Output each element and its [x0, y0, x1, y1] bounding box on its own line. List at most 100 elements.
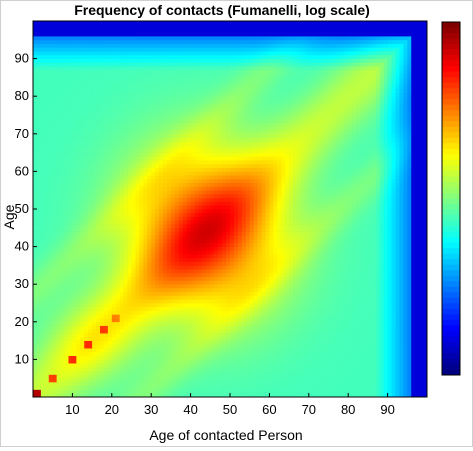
heatmap-cell	[159, 333, 164, 338]
heatmap-cell	[190, 269, 195, 274]
heatmap-cell	[332, 389, 337, 394]
heatmap-cell	[107, 381, 113, 387]
heatmap-cell	[163, 306, 168, 311]
heatmap-cell	[151, 272, 156, 278]
heatmap-cell	[186, 272, 191, 278]
heatmap-cell	[245, 216, 251, 221]
heatmap-cell	[190, 378, 195, 383]
heatmap-cell	[84, 220, 89, 225]
heatmap-cell	[226, 254, 231, 259]
heatmap-cell	[80, 250, 85, 255]
heatmap-cell	[159, 340, 164, 345]
heatmap-cell	[159, 310, 164, 315]
heatmap-cell	[186, 280, 191, 285]
heatmap-cell	[44, 340, 50, 345]
heatmap-cell	[127, 329, 132, 334]
heatmap-cell	[375, 363, 381, 368]
heatmap-cell	[163, 333, 168, 338]
heatmap-cell	[332, 254, 337, 259]
heatmap-cell	[143, 336, 148, 341]
heatmap-cell	[103, 385, 109, 390]
heatmap-cell	[194, 366, 199, 372]
heatmap-cell	[135, 306, 140, 311]
heatmap-cell	[115, 374, 121, 379]
heatmap-cell	[395, 303, 400, 308]
heatmap-cell	[103, 242, 109, 247]
heatmap-cell	[312, 287, 318, 293]
heatmap-cell	[68, 321, 73, 326]
heatmap-cell	[296, 359, 302, 364]
heatmap-cell	[237, 276, 243, 281]
heatmap-cell	[423, 351, 428, 356]
heatmap-cell	[336, 231, 341, 236]
heatmap-cell	[257, 276, 262, 281]
heatmap-cell	[237, 348, 243, 353]
heatmap-cell	[285, 257, 290, 262]
heatmap-cell	[383, 231, 388, 236]
heatmap-cell	[190, 212, 195, 217]
heatmap-cell	[147, 385, 152, 390]
heatmap-cell	[233, 370, 239, 375]
heatmap-cell	[170, 246, 176, 251]
heatmap-cell	[304, 287, 310, 293]
heatmap-cell	[273, 269, 278, 274]
heatmap-cell	[233, 333, 239, 338]
heatmap-cell	[257, 393, 262, 398]
heatmap-cell	[383, 329, 388, 334]
heatmap-cell	[222, 351, 227, 356]
heatmap-cell	[356, 363, 361, 368]
heatmap-cell	[273, 385, 278, 390]
heatmap-cell	[44, 235, 50, 240]
heatmap-cell	[332, 276, 337, 281]
heatmap-cell	[399, 220, 404, 225]
heatmap-cell	[194, 351, 199, 356]
heatmap-cell	[84, 378, 89, 383]
heatmap-cell	[33, 295, 38, 300]
heatmap-cell	[371, 254, 377, 259]
heatmap-cell	[155, 370, 160, 375]
heatmap-cell	[328, 385, 333, 390]
heatmap-cell	[300, 363, 306, 368]
heatmap-cell	[222, 378, 227, 383]
heatmap-cell	[265, 257, 270, 262]
heatmap-cell	[230, 355, 235, 360]
heatmap-cell	[198, 257, 203, 262]
heatmap-cell	[411, 389, 416, 394]
heatmap-cell	[257, 336, 262, 341]
heatmap-cell	[371, 299, 377, 304]
heatmap-cell	[214, 381, 219, 387]
heatmap-cell	[111, 374, 117, 379]
heatmap-cell	[281, 280, 286, 285]
heatmap-cell	[107, 325, 113, 330]
heatmap-cell	[56, 314, 61, 319]
heatmap-cell	[103, 216, 109, 221]
heatmap-cell	[328, 287, 333, 293]
heatmap-cell	[143, 250, 148, 255]
heatmap-cell	[210, 209, 215, 214]
heatmap-cell	[68, 239, 73, 244]
heatmap-cell	[391, 231, 396, 236]
heatmap-cell	[348, 209, 353, 214]
heatmap-cell	[163, 246, 168, 251]
heatmap-cell	[261, 227, 266, 232]
heatmap-cell	[395, 257, 400, 262]
heatmap-cell	[411, 287, 416, 293]
heatmap-cell	[253, 378, 258, 383]
heatmap-cell	[379, 325, 385, 330]
heatmap-cell	[411, 284, 416, 289]
heatmap-cell	[202, 374, 207, 379]
heatmap-cell	[202, 329, 207, 334]
heatmap-cell	[111, 257, 117, 262]
heatmap-cell	[186, 314, 191, 319]
heatmap-cell	[352, 269, 357, 274]
heatmap-cell	[218, 329, 223, 334]
heatmap-cell	[92, 351, 97, 356]
heatmap-cell	[348, 276, 353, 281]
heatmap-cell	[403, 216, 408, 221]
heatmap-cell	[186, 325, 191, 330]
heatmap-cell	[226, 321, 231, 326]
heatmap-cell	[135, 389, 140, 394]
heatmap-cell	[245, 389, 251, 394]
heatmap-cell	[123, 318, 128, 323]
heatmap-cell	[178, 299, 184, 304]
